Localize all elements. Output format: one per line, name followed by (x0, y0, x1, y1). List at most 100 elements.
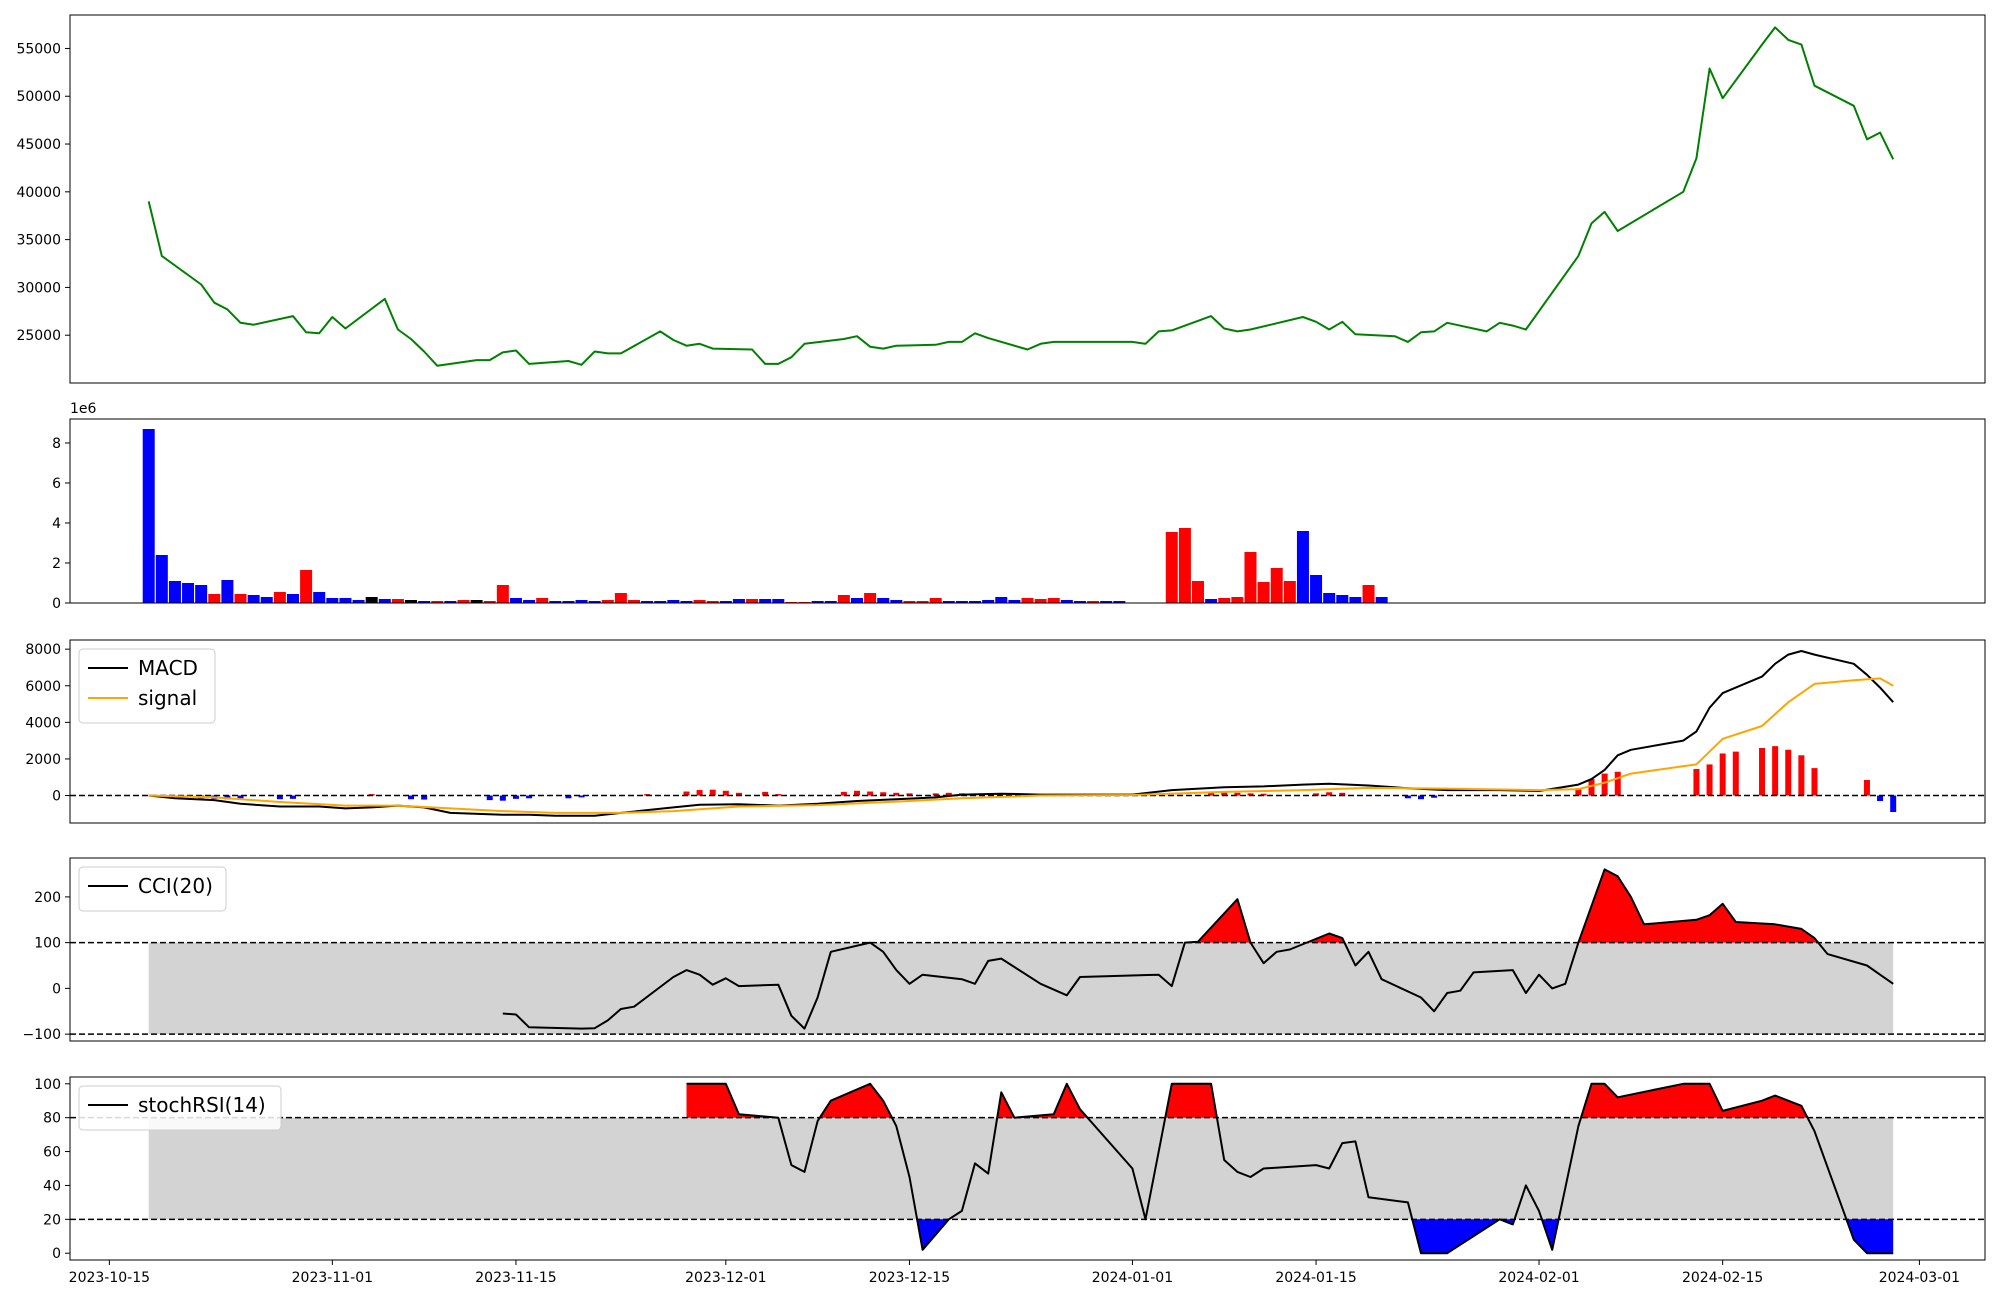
stochrsi-overbought-fill (1581, 1083, 1808, 1118)
macd-histogram-bar (1614, 771, 1621, 796)
y-tick-label: 0 (52, 981, 61, 997)
legend-label: MACD (138, 656, 198, 680)
x-tick-label: 2024-02-15 (1682, 1270, 1763, 1286)
macd-histogram-bar (1339, 792, 1346, 796)
volume-bar (942, 601, 955, 603)
volume-bar (1362, 585, 1375, 603)
y-tick-label: 100 (34, 936, 61, 952)
volume-bar (444, 601, 457, 603)
volume-bar (890, 600, 903, 603)
macd-histogram-bar (867, 791, 874, 796)
stochrsi-line (686, 1082, 1894, 1255)
y-tick-label: 0 (52, 1246, 61, 1262)
volume-bar (1060, 600, 1073, 603)
volume-bar (746, 599, 759, 603)
y-tick-label: 55000 (16, 41, 61, 57)
stochrsi-oversold-fill (1412, 1219, 1515, 1254)
macd-histogram-bar (932, 793, 939, 796)
volume-bar (496, 585, 509, 603)
volume-bar (1087, 601, 1100, 603)
macd-histogram-bar (696, 790, 703, 796)
macd-histogram-bar (1706, 764, 1713, 796)
y-tick-label: 20 (43, 1212, 61, 1228)
volume-bar (273, 592, 286, 603)
y-tick-label: 0 (52, 789, 61, 805)
y-tick-label: 0 (52, 596, 61, 612)
price-line (147, 26, 1895, 367)
y-tick-label: 80 (43, 1111, 61, 1127)
volume-bar (1034, 599, 1047, 603)
volume-bar (182, 583, 195, 603)
macd-histogram-bar (853, 790, 860, 796)
volume-bar (1205, 599, 1218, 603)
macd-histogram-bar (1234, 792, 1241, 796)
macd-histogram-bar (1221, 791, 1228, 796)
volume-bar (1047, 598, 1060, 603)
volume-bar (1257, 582, 1270, 603)
volume-bar (1218, 598, 1231, 603)
macd-histogram-bar (1404, 795, 1411, 799)
x-tick-label: 2024-03-01 (1879, 1270, 1960, 1286)
volume-bar (995, 597, 1008, 603)
volume-bar (693, 600, 706, 603)
y-tick-label: 200 (34, 890, 61, 906)
macd-histogram-bar (906, 793, 913, 796)
volume-bar (562, 601, 575, 603)
volume-bar (654, 601, 667, 603)
volume-bar (601, 600, 614, 603)
volume-bar (628, 600, 641, 603)
macd-histogram-bar (237, 795, 244, 799)
x-tick-label: 2024-01-15 (1275, 1270, 1356, 1286)
volume-bar (680, 601, 693, 603)
macd-histogram-bar (1575, 788, 1582, 796)
macd-histogram-bar (1326, 792, 1333, 796)
volume-bar (719, 601, 732, 603)
volume-bar (864, 593, 877, 603)
legend: stochRSI(14) (78, 1085, 282, 1131)
volume-bar (1323, 593, 1336, 603)
volume-bar (221, 580, 234, 603)
volume-bar (1021, 598, 1034, 603)
volume-bar (614, 593, 627, 603)
macd-histogram-bar (1863, 779, 1870, 796)
volume-bar (405, 600, 418, 603)
x-tick-label: 2024-02-01 (1498, 1270, 1579, 1286)
volume-bar (575, 600, 588, 603)
macd-histogram-bar (1759, 747, 1766, 796)
volume-bar (523, 600, 536, 603)
y-tick-label: 2000 (25, 752, 61, 768)
signal-line (148, 677, 1894, 814)
y-tick-label: 6 (52, 476, 61, 492)
volume-bar (1008, 600, 1021, 603)
volume-bar (955, 601, 968, 603)
volume-bar (811, 601, 824, 603)
volume-bar (641, 601, 654, 603)
x-tick-label: 2023-11-15 (475, 1270, 556, 1286)
panel-border (69, 14, 1986, 384)
macd-histogram-bar (722, 790, 729, 796)
y-tick-label: 30000 (16, 280, 61, 296)
macd-histogram-bar (276, 795, 283, 800)
volume-bar (208, 594, 221, 603)
volume-bar (1192, 581, 1205, 603)
macd-histogram-bar (1719, 753, 1726, 796)
macd-histogram-bar (735, 792, 742, 796)
y-tick-label: 35000 (16, 233, 61, 249)
x-tick-label: 2023-12-15 (869, 1270, 950, 1286)
y-tick-label: 40000 (16, 185, 61, 201)
macd-histogram-bar (565, 795, 572, 799)
legend-label: stochRSI(14) (138, 1093, 266, 1117)
macd-histogram-bar (1890, 795, 1897, 813)
macd-histogram-bar (1260, 793, 1267, 796)
volume-bar (260, 597, 273, 603)
macd-histogram-bar (762, 791, 769, 796)
volume-bar (1336, 595, 1349, 603)
panel-background (70, 419, 1985, 603)
macd-histogram-bar (893, 792, 900, 796)
volume-bar (142, 429, 155, 603)
volume-bar (1231, 597, 1244, 603)
volume-bar (418, 601, 431, 603)
macd-histogram-bar (578, 795, 585, 798)
y-tick-label: 6000 (25, 679, 61, 695)
